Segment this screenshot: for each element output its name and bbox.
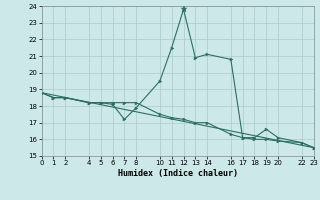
X-axis label: Humidex (Indice chaleur): Humidex (Indice chaleur): [118, 169, 237, 178]
